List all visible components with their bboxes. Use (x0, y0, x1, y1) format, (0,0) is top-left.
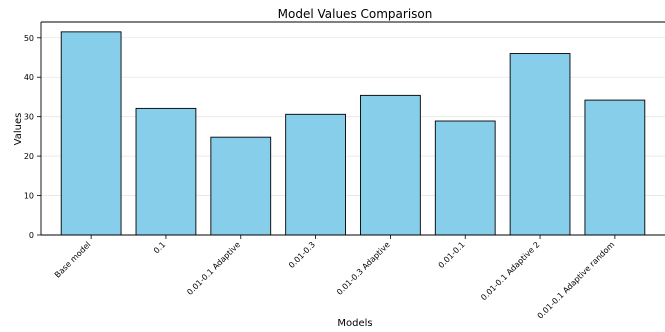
bar-0 (60, 31, 122, 236)
x-tick-label: Base model (53, 240, 93, 280)
bar-3 (285, 113, 346, 236)
x-tick-label: 0.1 (152, 240, 167, 255)
grid-lines (41, 37, 665, 236)
bar-4 (360, 94, 421, 236)
bars (60, 31, 646, 236)
x-axis-label: Models (337, 318, 372, 328)
x-tick-labels: Base model 0.1 0.01-0.1 Adaptive 0.01-0.3 0.… (53, 240, 616, 321)
y-tick-label: 10 (24, 192, 34, 201)
x-tick-label: 0.01-0.3 Adaptive (335, 240, 392, 297)
y-tick-label: 0 (29, 231, 34, 240)
bar-6 (509, 53, 571, 236)
x-tick-label: 0.01-0.1 (437, 240, 467, 270)
bar-7 (584, 99, 646, 236)
y-axis-label: Values (13, 113, 24, 146)
bar-2 (210, 136, 272, 236)
y-tick-label: 30 (24, 113, 34, 122)
y-tick-labels: 0 10 20 30 40 50 (24, 34, 34, 240)
y-tick-label: 20 (24, 152, 34, 161)
bar-5 (434, 120, 496, 236)
x-tick-label: 0.01-0.3 (287, 240, 317, 270)
y-tick-label: 50 (24, 34, 34, 43)
bar-1 (135, 107, 197, 236)
x-tick-label: 0.01-0.1 Adaptive 2 (479, 240, 541, 302)
x-tick-label: 0.01-0.1 Adaptive random (536, 240, 617, 321)
chart-title: Model Values Comparison (278, 7, 433, 21)
axes (37, 21, 665, 239)
y-tick-label: 40 (24, 73, 34, 82)
x-tick-label: 0.01-0.1 Adaptive (185, 240, 242, 297)
